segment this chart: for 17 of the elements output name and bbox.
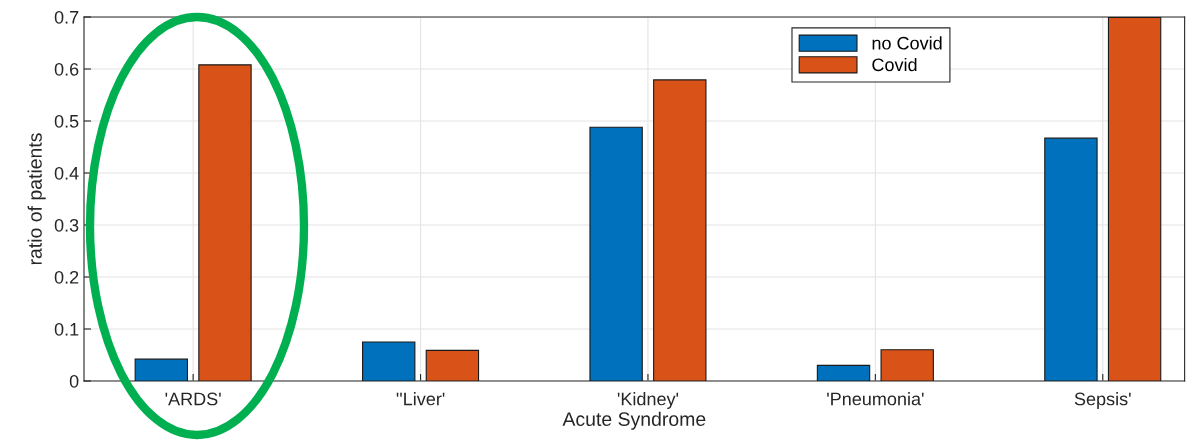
legend-label: Covid (872, 57, 917, 72)
legend-label: no Covid (872, 36, 942, 50)
x-tick-label: 'ARDS' (165, 392, 221, 406)
y-tick-label: 0.3 (54, 218, 79, 232)
x-tick-label: Sepsis' (1074, 392, 1131, 409)
y-tick-label: 0.1 (54, 322, 79, 336)
y-tick-label: 0 (69, 374, 79, 388)
x-tick-label: ''Liver' (396, 392, 445, 406)
y-tick-label: 0.5 (54, 114, 79, 128)
y-tick-label: 0.7 (54, 10, 79, 24)
y-tick-label: 0.6 (54, 62, 79, 76)
y-tick-label: 0.2 (54, 270, 79, 284)
y-tick-label: 0.4 (54, 166, 79, 180)
y-axis-title: ratio of patients (27, 133, 46, 265)
x-axis-title: Acute Syndrome (562, 411, 706, 430)
x-tick-label: 'Kidney' (617, 392, 679, 409)
x-tick-label: 'Pneumonia' (827, 392, 924, 406)
